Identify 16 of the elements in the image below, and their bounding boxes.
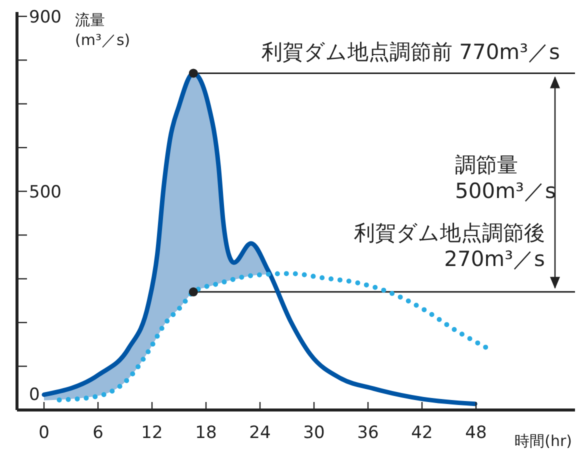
y-tick-label: 0 <box>29 385 40 405</box>
ref-line-label: 利賀ダム地点調節前 770m³／s <box>261 40 560 64</box>
annotation: 調節量 500m³／s <box>455 153 556 203</box>
x-axis-title: 時間(hr) <box>514 432 572 450</box>
x-tick-label: 48 <box>465 423 487 443</box>
y-axis-title: 流量 (m³／s) <box>75 11 130 49</box>
x-tick-label: 6 <box>92 423 104 443</box>
ref-line-label: 利賀ダム地点調節後 270m³／s <box>354 220 545 271</box>
y-tick-label: 500 <box>29 182 62 202</box>
y-tick-label: 900 <box>29 7 62 28</box>
x-tick-label: 12 <box>141 423 163 443</box>
x-tick-label: 36 <box>357 423 379 443</box>
x-tick-label: 30 <box>303 423 325 443</box>
x-tick-label: 18 <box>195 423 217 443</box>
x-tick-label: 42 <box>411 423 433 443</box>
x-tick-label: 24 <box>249 423 271 443</box>
